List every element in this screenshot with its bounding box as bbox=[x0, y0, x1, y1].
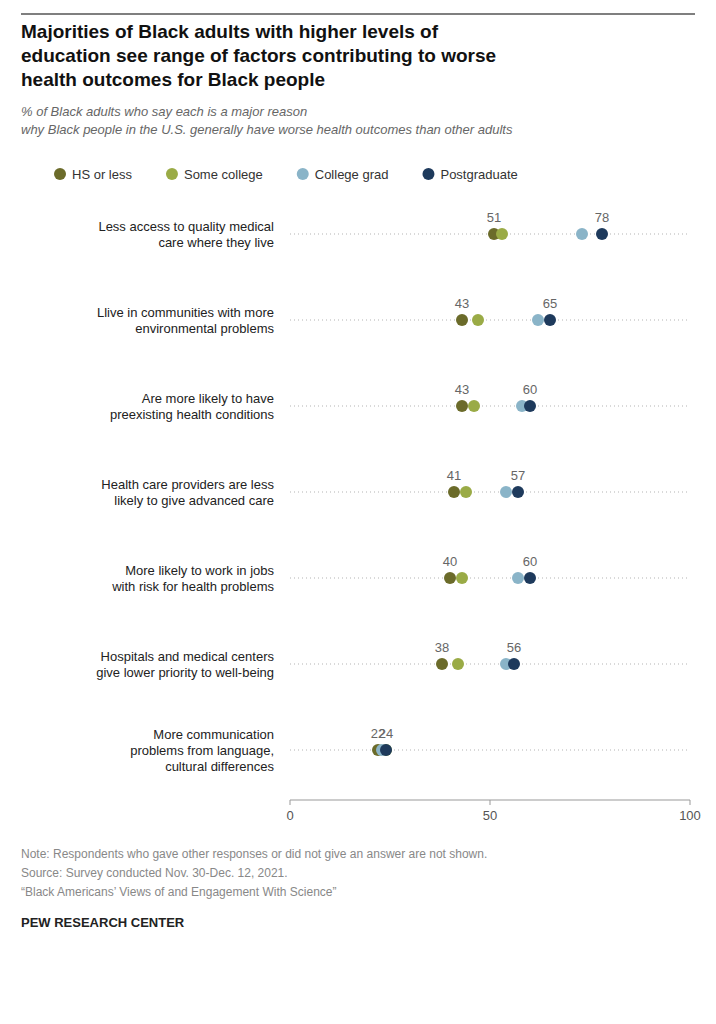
dot bbox=[576, 228, 588, 240]
text-line: Health care providers are less bbox=[101, 477, 274, 492]
dot bbox=[524, 400, 536, 412]
dot bbox=[456, 314, 468, 326]
category-label: Llive in communities with moreenvironmen… bbox=[97, 305, 275, 336]
data-label: 60 bbox=[523, 554, 537, 569]
dot bbox=[524, 572, 536, 584]
note: Note: Respondents who gave other respons… bbox=[21, 847, 487, 861]
row-guide bbox=[290, 578, 690, 579]
text-line: Majorities of Black adults with higher l… bbox=[21, 21, 439, 42]
dot bbox=[496, 228, 508, 240]
subtitle: % of Black adults who say each is a majo… bbox=[21, 104, 513, 137]
text-line: give lower priority to well-being bbox=[96, 665, 274, 680]
dot bbox=[456, 400, 468, 412]
legend-label: Some college bbox=[184, 167, 263, 182]
data-label: 24 bbox=[379, 726, 393, 741]
category-label: More communicationproblems from language… bbox=[130, 727, 274, 774]
text-line: likely to give advanced care bbox=[114, 493, 274, 508]
text-line: care where they live bbox=[158, 235, 274, 250]
source: PEW RESEARCH CENTER bbox=[21, 915, 185, 930]
dot bbox=[512, 486, 524, 498]
data-label: 40 bbox=[443, 554, 457, 569]
legend-swatch bbox=[422, 168, 434, 180]
dot bbox=[468, 400, 480, 412]
title: Majorities of Black adults with higher l… bbox=[21, 21, 496, 90]
x-tick bbox=[690, 800, 691, 805]
dot bbox=[512, 572, 524, 584]
background bbox=[0, 0, 716, 1024]
category-label: Are more likely to havepreexisting healt… bbox=[110, 391, 275, 422]
dot bbox=[380, 744, 392, 756]
x-tick bbox=[490, 800, 491, 805]
category-label: Less access to quality medicalcare where… bbox=[98, 219, 274, 250]
data-label: 43 bbox=[455, 382, 469, 397]
text-line: More likely to work in jobs bbox=[125, 563, 274, 578]
data-label: 51 bbox=[487, 210, 501, 225]
dot bbox=[456, 572, 468, 584]
x-tick-label: 100 bbox=[679, 808, 701, 823]
category-label: Hospitals and medical centersgive lower … bbox=[96, 649, 274, 680]
row-guide bbox=[290, 492, 690, 493]
x-tick-label: 0 bbox=[286, 808, 293, 823]
text-line: education see range of factors contribut… bbox=[21, 45, 496, 66]
data-label: 38 bbox=[435, 640, 449, 655]
text-line: environmental problems bbox=[135, 321, 274, 336]
dot bbox=[596, 228, 608, 240]
data-label: 41 bbox=[447, 468, 461, 483]
row-guide bbox=[290, 750, 690, 751]
legend-label: College grad bbox=[315, 167, 389, 182]
top-rule bbox=[21, 13, 695, 15]
dot bbox=[436, 658, 448, 670]
dot bbox=[380, 744, 392, 756]
legend-swatch bbox=[297, 168, 309, 180]
text-line: % of Black adults who say each is a majo… bbox=[21, 104, 307, 119]
legend-swatch bbox=[166, 168, 178, 180]
text-line: Less access to quality medical bbox=[98, 219, 274, 234]
category-label: Health care providers are lesslikely to … bbox=[101, 477, 274, 508]
row-guide bbox=[290, 664, 690, 665]
category-label: More likely to work in jobswith risk for… bbox=[111, 563, 274, 594]
text-line: Hospitals and medical centers bbox=[101, 649, 275, 664]
dot bbox=[448, 486, 460, 498]
text-line: with risk for health problems bbox=[111, 579, 274, 594]
text-line: Llive in communities with more bbox=[97, 305, 274, 320]
dot bbox=[532, 314, 544, 326]
dot bbox=[472, 314, 484, 326]
text-line: preexisting health conditions bbox=[110, 407, 275, 422]
data-label: 65 bbox=[543, 296, 557, 311]
dot bbox=[444, 572, 456, 584]
text-line: cultural differences bbox=[165, 759, 274, 774]
data-label: 57 bbox=[511, 468, 525, 483]
text-line: More communication bbox=[153, 727, 274, 742]
dot bbox=[544, 314, 556, 326]
legend: HS or less Some college College grad Postgr… bbox=[54, 167, 518, 182]
data-label: 60 bbox=[523, 382, 537, 397]
text-line: problems from language, bbox=[130, 743, 274, 758]
chart: Majorities of Black adults with higher l… bbox=[0, 0, 716, 1024]
legend-label: HS or less bbox=[72, 167, 132, 182]
dot bbox=[452, 658, 464, 670]
legend-swatch bbox=[54, 168, 66, 180]
x-tick bbox=[290, 800, 291, 805]
text-line: health outcomes for Black people bbox=[21, 69, 325, 90]
data-label: 43 bbox=[455, 296, 469, 311]
note: “Black Americans’ Views of and Engagemen… bbox=[21, 885, 336, 899]
data-label: 56 bbox=[507, 640, 521, 655]
dot bbox=[508, 658, 520, 670]
marks bbox=[372, 228, 608, 756]
dot bbox=[500, 486, 512, 498]
dot bbox=[460, 486, 472, 498]
note: Source: Survey conducted Nov. 30-Dec. 12… bbox=[21, 866, 288, 880]
row-guide bbox=[290, 406, 690, 407]
text-line: Are more likely to have bbox=[142, 391, 274, 406]
data-label: 78 bbox=[595, 210, 609, 225]
legend-label: Postgraduate bbox=[440, 167, 517, 182]
text-line: why Black people in the U.S. generally h… bbox=[21, 122, 513, 137]
x-tick-label: 50 bbox=[483, 808, 497, 823]
row-guide bbox=[290, 320, 690, 321]
